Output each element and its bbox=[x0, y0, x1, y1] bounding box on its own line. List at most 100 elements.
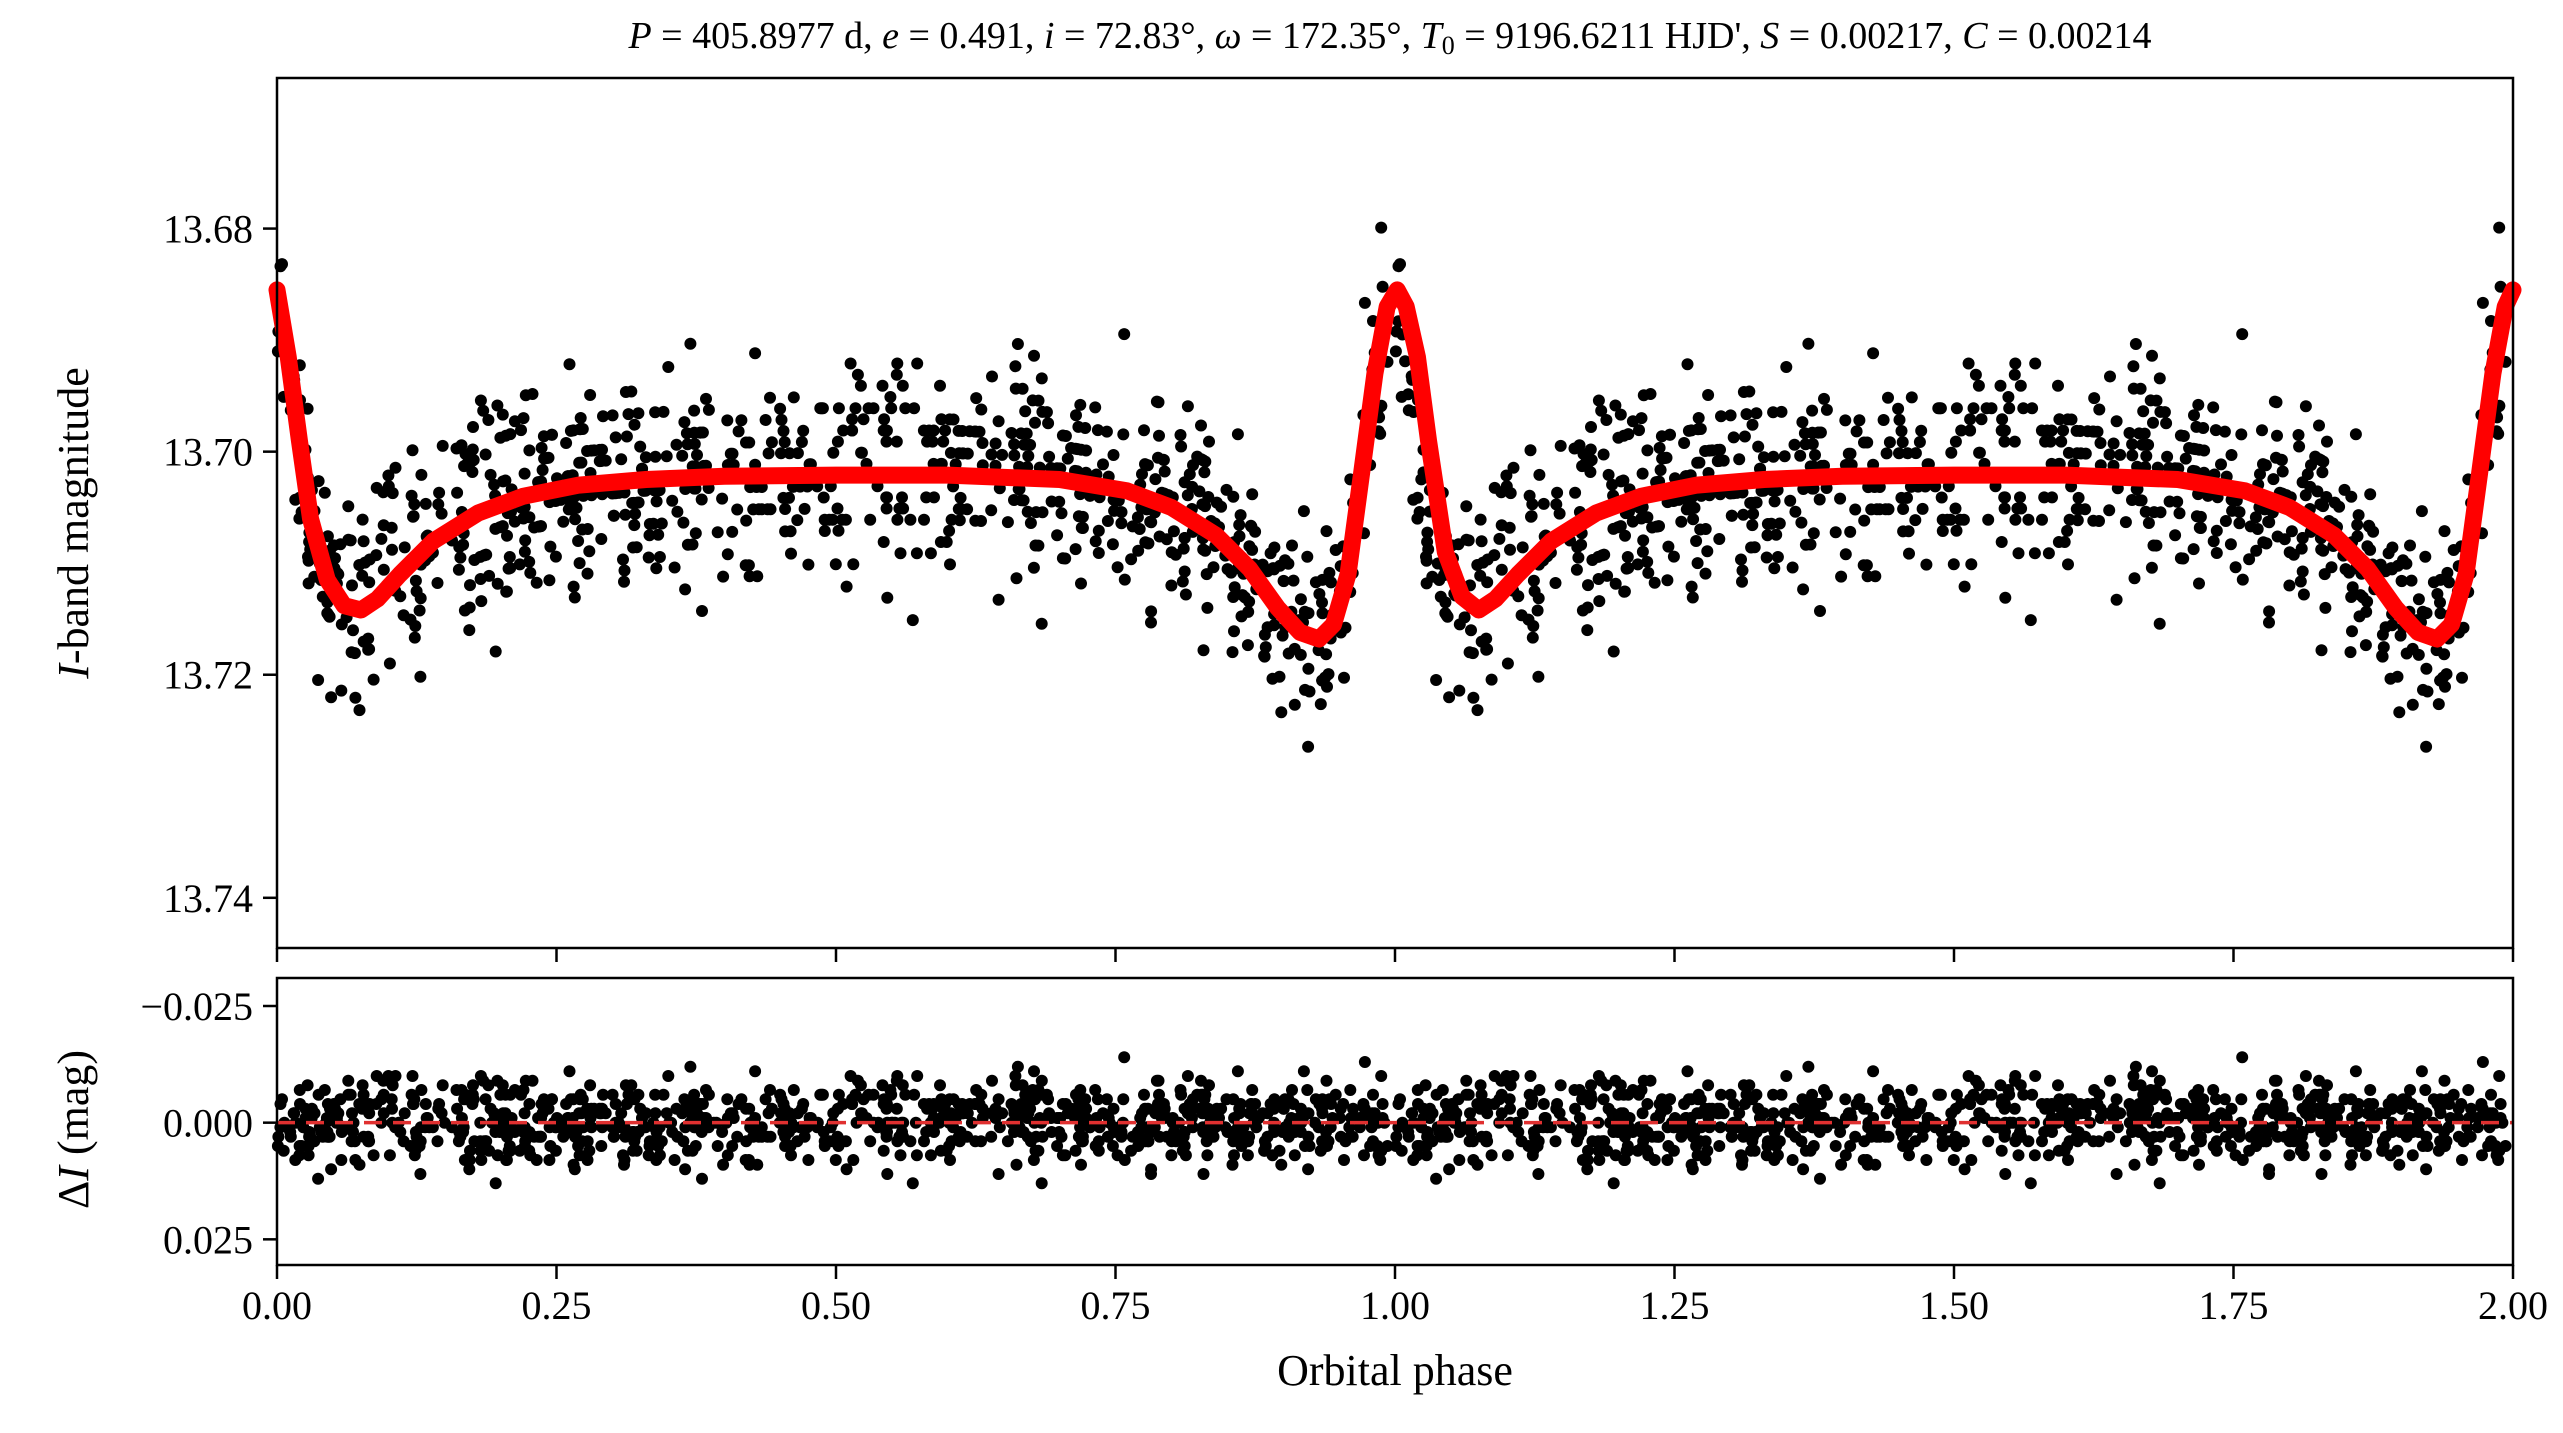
observation-point bbox=[926, 435, 939, 448]
residual-point bbox=[2236, 1051, 2249, 1064]
observation-point bbox=[668, 561, 681, 574]
observation-point bbox=[2126, 494, 2138, 506]
residual-point bbox=[1883, 1102, 1896, 1115]
observation-point bbox=[2114, 448, 2127, 461]
observation-point bbox=[2447, 544, 2460, 556]
observation-point bbox=[1936, 525, 1949, 537]
observation-point bbox=[1615, 475, 1628, 488]
observation-point bbox=[1935, 491, 1948, 504]
observation-point bbox=[2420, 662, 2433, 675]
observation-point bbox=[1733, 453, 1746, 466]
residual-point bbox=[1301, 1084, 1314, 1096]
residual-point bbox=[1685, 1158, 1698, 1171]
residual-point bbox=[944, 1154, 956, 1166]
residual-point bbox=[2119, 1135, 2132, 1148]
residual-point bbox=[1027, 1154, 1040, 1166]
residual-point bbox=[2299, 1070, 2312, 1082]
observation-point bbox=[2209, 424, 2222, 437]
observation-point bbox=[1882, 391, 1894, 404]
observation-point bbox=[2009, 513, 2022, 526]
residual-point bbox=[2441, 1093, 2454, 1106]
residual-point bbox=[2420, 1163, 2433, 1176]
observation-point bbox=[1279, 554, 1291, 567]
residual-point bbox=[1153, 1088, 1165, 1101]
residual-point bbox=[414, 1168, 427, 1180]
observation-point bbox=[500, 585, 513, 598]
observation-point bbox=[2225, 449, 2238, 461]
observation-point bbox=[466, 466, 479, 478]
observation-point bbox=[911, 357, 924, 370]
observation-point bbox=[1767, 406, 1780, 419]
observation-point bbox=[363, 576, 376, 589]
title-part: = 72.83°, bbox=[1054, 15, 1215, 57]
observation-point bbox=[1178, 565, 1191, 578]
residual-point bbox=[1725, 1130, 1738, 1143]
observation-point bbox=[480, 548, 493, 561]
residual-point bbox=[1526, 1093, 1539, 1106]
residual-point bbox=[1916, 1130, 1929, 1143]
residual-point bbox=[1870, 1130, 1883, 1143]
residual-point bbox=[1001, 1135, 1014, 1148]
observation-point bbox=[1761, 529, 1774, 542]
observation-point bbox=[1358, 296, 1371, 309]
residual-point bbox=[2137, 1088, 2150, 1101]
observation-point bbox=[846, 424, 858, 437]
observation-point bbox=[880, 502, 893, 515]
observation-point bbox=[1746, 519, 1759, 532]
observation-point bbox=[344, 534, 357, 547]
residual-point bbox=[2432, 1144, 2445, 1157]
residual-point bbox=[815, 1088, 828, 1101]
residual-point bbox=[880, 1102, 893, 1115]
observation-point bbox=[2243, 553, 2256, 566]
title-part: C bbox=[1962, 15, 1988, 57]
residual-point bbox=[894, 1149, 907, 1162]
observation-point bbox=[1515, 609, 1528, 622]
residual-point bbox=[2229, 1149, 2242, 1162]
residual-point bbox=[2036, 1135, 2048, 1148]
observation-point bbox=[560, 437, 573, 449]
residual-point bbox=[1620, 1144, 1633, 1157]
observation-point bbox=[696, 605, 708, 617]
observation-point bbox=[1780, 361, 1793, 373]
residual-point bbox=[1737, 1079, 1750, 1092]
residual-point bbox=[363, 1107, 376, 1120]
observation-point bbox=[2123, 427, 2136, 439]
observation-point bbox=[881, 491, 893, 504]
residual-point bbox=[2304, 1102, 2317, 1115]
residual-point bbox=[1160, 1130, 1173, 1143]
residual-point bbox=[1238, 1130, 1251, 1143]
observation-point bbox=[1829, 526, 1842, 539]
observation-point bbox=[827, 446, 840, 459]
observation-point bbox=[1462, 534, 1475, 547]
y-tick-label: 0.025 bbox=[163, 1217, 253, 1262]
residual-point bbox=[1829, 1140, 1842, 1152]
observation-point bbox=[877, 424, 890, 437]
x-tick-label: 1.75 bbox=[2199, 1283, 2269, 1328]
observation-point bbox=[1125, 553, 1138, 566]
observation-point bbox=[569, 513, 582, 526]
residual-point bbox=[1692, 1093, 1704, 1106]
residual-point bbox=[2128, 1158, 2141, 1171]
residual-point bbox=[2415, 1065, 2428, 1078]
observation-point bbox=[523, 444, 536, 457]
x-tick-label: 2.00 bbox=[2478, 1283, 2548, 1328]
observation-point bbox=[2046, 491, 2058, 504]
observation-point bbox=[1767, 450, 1780, 463]
residual-point bbox=[2147, 1144, 2160, 1157]
residual-point bbox=[488, 1107, 501, 1120]
observation-point bbox=[896, 491, 908, 504]
observation-point bbox=[1602, 468, 1615, 481]
observation-point bbox=[1495, 519, 1508, 532]
observation-point bbox=[342, 500, 355, 513]
observation-point bbox=[735, 414, 748, 427]
observation-point bbox=[939, 424, 952, 437]
observation-point bbox=[1228, 625, 1240, 638]
residual-point bbox=[1835, 1158, 1848, 1171]
observation-point bbox=[1395, 390, 1408, 403]
observation-point bbox=[1778, 450, 1791, 463]
observation-point bbox=[885, 402, 898, 415]
observation-point bbox=[849, 402, 862, 415]
observation-point bbox=[1699, 567, 1712, 580]
observation-point bbox=[2305, 459, 2317, 472]
